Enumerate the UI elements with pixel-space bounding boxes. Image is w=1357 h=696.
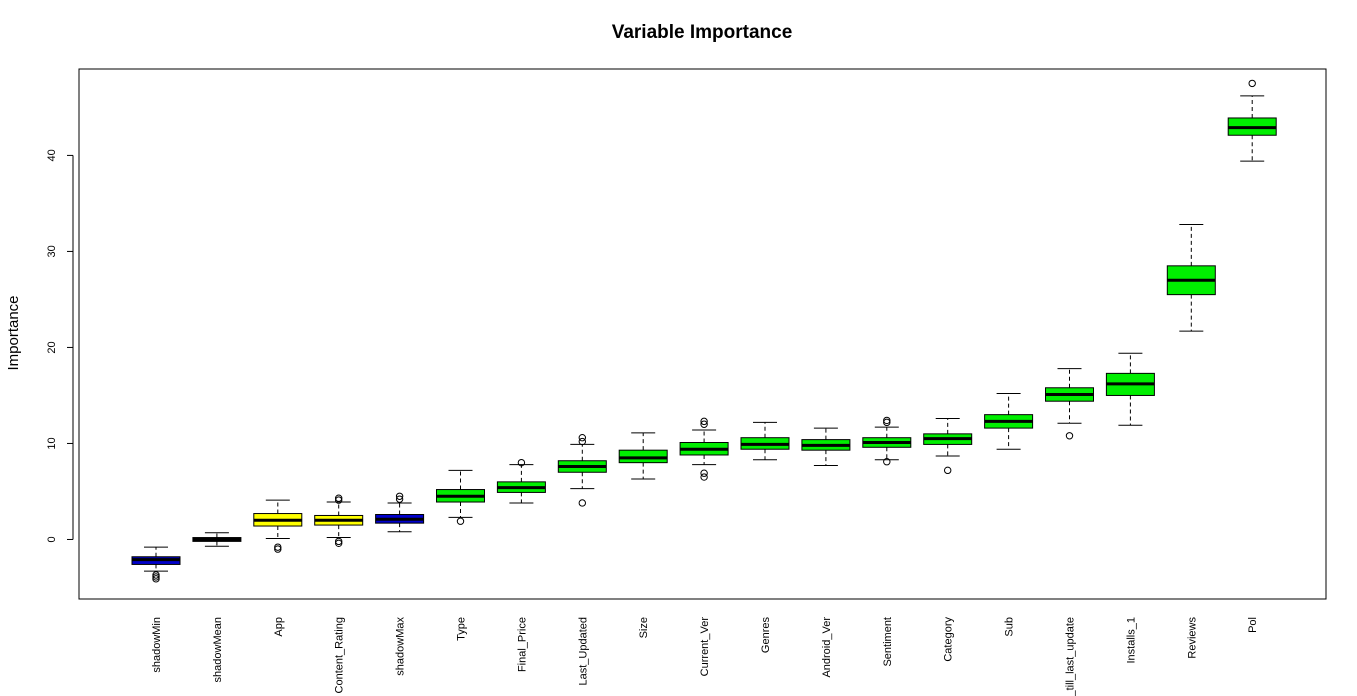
- y-tick-label: 30: [46, 245, 58, 257]
- x-tick-label: App: [273, 617, 285, 637]
- x-tick-label: Type: [456, 617, 468, 641]
- outlier-point: [883, 416, 891, 425]
- box-Size: [618, 432, 668, 480]
- box-Content_Rating: [314, 494, 364, 548]
- x-tick-label: Sub: [1004, 617, 1016, 637]
- x-tick-label: Android_Ver: [821, 617, 833, 678]
- outlier-point: [944, 466, 952, 475]
- box-Type: [436, 469, 485, 525]
- x-tick-label: Pol: [1247, 617, 1259, 633]
- y-tick-label: 20: [46, 341, 58, 353]
- x-tick-label: _till_last_update: [1065, 617, 1077, 696]
- box-Reviews: [1166, 224, 1216, 332]
- outlier-point: [517, 458, 526, 467]
- box-Current_Ver: [679, 417, 729, 481]
- outlier-point: [700, 473, 708, 481]
- outlier-point: [335, 496, 343, 504]
- x-axis-tick-labels: shadowMin shadowMean App Content_Rating shad…: [151, 617, 1259, 696]
- outlier-point: [700, 420, 708, 428]
- box-Genres: [740, 421, 790, 461]
- box-Sub: [984, 393, 1034, 450]
- x-tick-label: Content_Rating: [334, 617, 346, 693]
- box-Category: [923, 417, 973, 475]
- box-App: [253, 499, 303, 553]
- outlier-point: [1065, 432, 1074, 440]
- outlier-point: [1248, 79, 1256, 88]
- x-tick-label: shadowMin: [151, 617, 163, 673]
- box-shadowMax: [375, 492, 425, 533]
- chart-title: Variable Importance: [612, 22, 793, 43]
- x-tick-label: Last_Updated: [577, 617, 589, 686]
- box-Pol: [1227, 79, 1277, 162]
- x-tick-label: Size: [638, 617, 650, 638]
- x-tick-label: Final_Price: [516, 617, 528, 672]
- outlier-point: [456, 517, 465, 525]
- x-tick-label: Reviews: [1186, 617, 1198, 659]
- box-Last_Updated: [557, 433, 607, 507]
- outlier-point: [274, 543, 282, 551]
- y-tick-label: 10: [46, 437, 58, 449]
- box-shadowMin: [131, 546, 181, 583]
- outlier-point: [578, 433, 586, 442]
- y-axis: 0 10 20 30 40: [46, 149, 74, 543]
- y-axis-label: Importance: [5, 295, 22, 370]
- outlier-point: [152, 573, 160, 581]
- x-tick-label: Current_Ver: [699, 617, 711, 677]
- outlier-point: [578, 437, 586, 446]
- outlier-point: [883, 418, 891, 427]
- x-tick-label: shadowMax: [395, 617, 407, 676]
- box-Installs_1: [1105, 352, 1155, 426]
- outlier-point: [152, 571, 160, 579]
- outlier-point: [395, 495, 404, 503]
- outlier-point: [883, 457, 891, 466]
- x-tick-label: shadowMean: [212, 617, 224, 682]
- outlier-point: [578, 499, 586, 507]
- box-Android_Ver: [801, 427, 851, 467]
- outlier-point: [395, 492, 404, 500]
- x-tick-label: Sentiment: [882, 617, 894, 667]
- x-tick-label: Installs_1: [1125, 617, 1137, 663]
- box-shadowMean: [192, 532, 242, 547]
- x-tick-label: Genres: [760, 617, 772, 654]
- outlier-point: [335, 494, 343, 502]
- outlier-point: [274, 545, 282, 553]
- outlier-point: [335, 537, 343, 546]
- box-Final_Price: [496, 458, 546, 504]
- outlier-point: [700, 417, 708, 426]
- box-_till_last_update: [1045, 368, 1094, 440]
- x-tick-label: Category: [943, 617, 955, 662]
- outlier-point: [700, 469, 708, 477]
- outlier-point: [152, 575, 160, 583]
- box-Sentiment: [862, 416, 912, 466]
- y-tick-label: 40: [46, 149, 58, 161]
- outlier-point: [335, 539, 343, 548]
- boxplot-group: [131, 79, 1277, 583]
- plot-frame: [78, 68, 1327, 600]
- y-tick-label: 0: [46, 536, 58, 542]
